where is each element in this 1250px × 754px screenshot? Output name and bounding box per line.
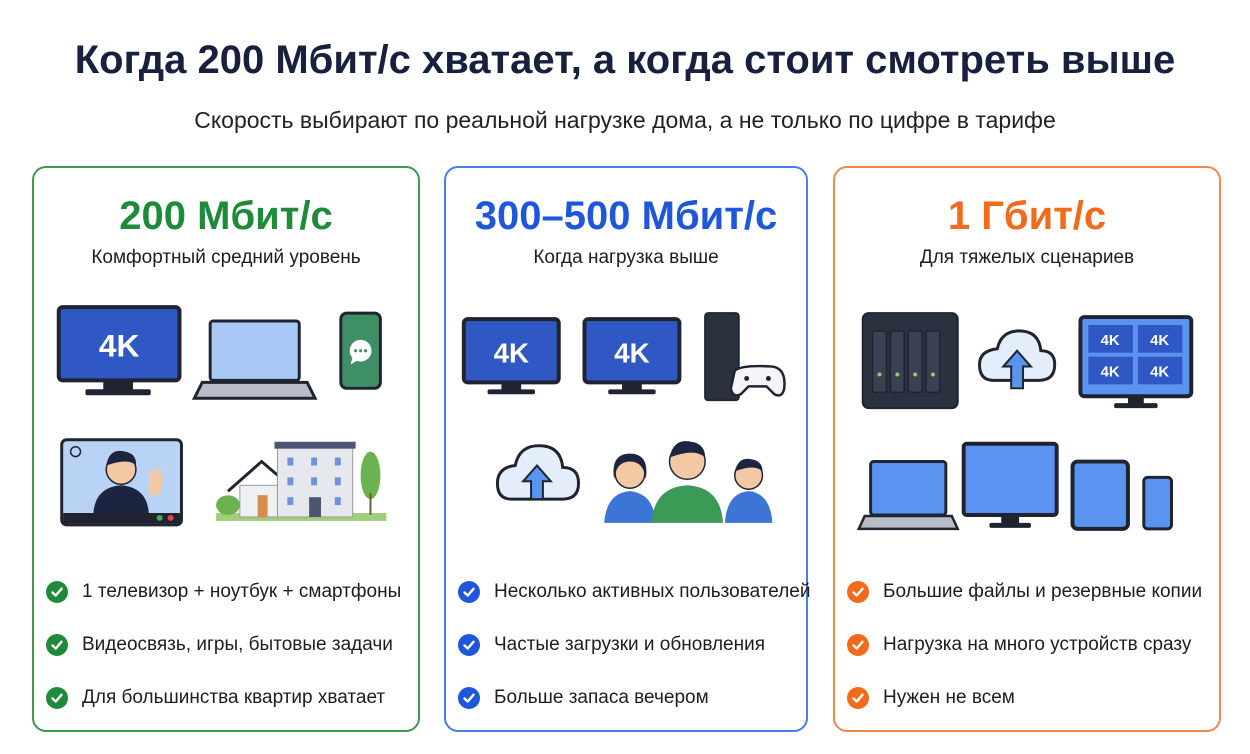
card-illustration: 4K 4K 4K 4K [856, 312, 1194, 531]
tablet-icon [1070, 459, 1130, 531]
card-illustration: 4K 4K [461, 312, 786, 523]
check-icon [46, 686, 68, 709]
bullet-text: Видеосвязь, игры, бытовые задачи [82, 633, 393, 655]
check-icon [458, 580, 480, 603]
svg-text:4K: 4K [614, 338, 649, 369]
card-tagline: Когда нагрузка выше [533, 247, 719, 268]
laptop-icon [191, 319, 318, 400]
smartphone-icon [1142, 475, 1173, 531]
bullet-list: Большие файлы и резервные копии Нагрузка… [847, 565, 1219, 724]
check-icon [46, 580, 68, 603]
bullet-list: 1 телевизор + ноутбук + смартфоны Видеос… [46, 565, 418, 724]
bullet-text: 1 телевизор + ноутбук + смартфоны [82, 580, 402, 602]
svg-text:4K: 4K [1101, 364, 1120, 380]
svg-text:4K: 4K [99, 328, 140, 364]
bullet-text: Нагрузка на много устройств сразу [883, 633, 1192, 655]
bullet-item: Большие файлы и резервные копии [847, 565, 1219, 618]
svg-text:4K: 4K [1101, 333, 1120, 349]
check-icon [46, 633, 68, 656]
card-illustration: 4K [56, 305, 387, 527]
bullet-text: Большие файлы и резервные копии [883, 580, 1203, 602]
bullet-text: Больше запаса вечером [494, 686, 709, 708]
bullet-text: Нужен не всем [883, 686, 1015, 708]
bullet-text: Несколько активных пользователей [494, 580, 811, 602]
apartment-building-icon [216, 441, 387, 521]
smartphone-chat-icon [339, 311, 382, 390]
bullet-item: Нужен не всем [847, 671, 1219, 724]
bullet-item: Несколько активных пользователей [458, 565, 810, 618]
card-speed: 200 Мбит/с [119, 194, 333, 238]
cloud-upload-icon [495, 444, 581, 501]
check-icon [847, 633, 869, 656]
tv-4k-icon: 4K [56, 305, 182, 396]
family-users-icon [604, 441, 773, 523]
svg-text:4K: 4K [494, 338, 529, 369]
card-1-gbps: 1 Гбит/с Для тяжелых сценариев 4K 4K 4K 4K [833, 166, 1221, 732]
bullet-item: Больше запаса вечером [458, 671, 806, 724]
card-speed: 300–500 Мбит/с [474, 194, 778, 238]
cloud-upload-icon [978, 329, 1057, 390]
bullet-list: Несколько активных пользователей Частые … [458, 565, 810, 724]
desktop-monitor-icon [961, 441, 1059, 528]
check-icon [458, 633, 480, 656]
video-call-icon [60, 438, 183, 527]
multi-4k-monitor-icon: 4K 4K 4K 4K [1078, 315, 1194, 409]
card-tagline: Комфортный средний уровень [91, 247, 361, 268]
bullet-item: Нагрузка на много устройств сразу [847, 618, 1219, 671]
bullet-item: Видеосвязь, игры, бытовые задачи [46, 618, 418, 671]
card-speed: 1 Гбит/с [947, 194, 1107, 238]
check-icon [847, 580, 869, 603]
bullet-item: Частые загрузки и обновления [458, 618, 806, 671]
page-subtitle: Скорость выбирают по реальной нагрузке д… [194, 107, 1056, 133]
check-icon [458, 686, 480, 709]
card-300-500-mbps: 300–500 Мбит/с Когда нагрузка выше 4K 4K [444, 166, 810, 732]
bullet-item: Для большинства квартир хватает [46, 671, 418, 724]
svg-text:4K: 4K [1150, 333, 1169, 349]
card-200-mbps: 200 Мбит/с Комфортный средний уровень 4K [32, 166, 420, 732]
bullet-text: Частые загрузки и обновления [494, 633, 766, 655]
page-title: Когда 200 Мбит/с хватает, а когда стоит … [74, 38, 1176, 82]
game-console-icon [704, 312, 786, 402]
laptop-icon [856, 460, 960, 531]
svg-text:4K: 4K [1150, 364, 1169, 380]
tv-4k-icon: 4K [582, 317, 682, 395]
bullet-text: Для большинства квартир хватает [82, 686, 386, 708]
tv-4k-icon: 4K [461, 317, 561, 395]
card-tagline: Для тяжелых сценариев [919, 247, 1135, 268]
nas-storage-icon [861, 312, 959, 410]
check-icon [847, 686, 869, 709]
bullet-item: 1 телевизор + ноутбук + смартфоны [46, 565, 418, 618]
